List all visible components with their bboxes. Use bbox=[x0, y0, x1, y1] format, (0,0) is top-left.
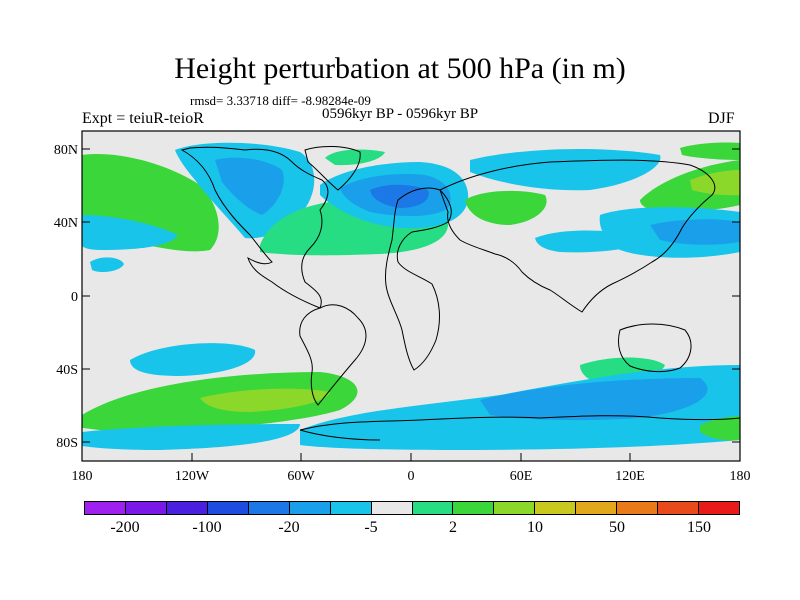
contour-east-pacific-yellow bbox=[690, 170, 740, 196]
contour-south-indian-green bbox=[700, 416, 740, 441]
lat-tick-label: 80N bbox=[54, 143, 78, 158]
colorbar-swatch bbox=[125, 502, 167, 514]
coast-europe-africa bbox=[385, 187, 452, 371]
lon-tick-label: 120W bbox=[175, 469, 210, 484]
colorbar-swatch bbox=[371, 502, 413, 514]
lat-axis bbox=[82, 148, 740, 443]
lon-tick-label: 0 bbox=[408, 469, 415, 484]
colorbar-swatch bbox=[494, 502, 536, 514]
contour-south-indian-blue bbox=[480, 378, 708, 421]
lon-tick-label: 180 bbox=[730, 469, 751, 484]
colorbar-swatch bbox=[166, 502, 208, 514]
lat-tick-label: 0 bbox=[71, 290, 78, 305]
colorbar-swatch bbox=[85, 502, 126, 514]
colorbar-swatch bbox=[535, 502, 577, 514]
contour-north-pacific-west-cyan bbox=[82, 215, 178, 250]
lon-tick-label: 60W bbox=[287, 469, 315, 484]
plot-title: Height perturbation at 500 hPa (in m) bbox=[174, 52, 626, 85]
period-label: 0596kyr BP - 0596kyr BP bbox=[322, 106, 479, 122]
season-label: DJF bbox=[708, 110, 735, 127]
contour-pacific-blob bbox=[90, 257, 124, 272]
colorbar-label: 50 bbox=[609, 519, 625, 536]
rmsd-label: rmsd= 3.33718 diff= -8.98284e-09 bbox=[190, 93, 371, 108]
colorbar-label: 150 bbox=[687, 519, 711, 536]
colorbar-swatch bbox=[248, 502, 290, 514]
lat-tick-label: 40N bbox=[54, 216, 78, 231]
coastlines bbox=[180, 146, 740, 441]
colorbar-swatch bbox=[207, 502, 249, 514]
colorbar-swatch bbox=[617, 502, 659, 514]
contour-fill bbox=[82, 131, 740, 461]
lon-tick-label: 120E bbox=[615, 469, 645, 484]
coast-north-america bbox=[180, 146, 329, 309]
contour-greenland-green bbox=[325, 149, 385, 166]
contour-east-pacific-blue bbox=[650, 219, 740, 245]
contour-north-asia-cyan bbox=[470, 148, 661, 191]
contour-top-right-green bbox=[680, 142, 740, 160]
lat-tick-label: 40S bbox=[56, 363, 78, 378]
colorbar-label: -20 bbox=[278, 519, 300, 536]
colorbar bbox=[84, 501, 740, 515]
lat-tick-label: 80S bbox=[56, 436, 78, 451]
contour-south-pacific-green-inner bbox=[200, 388, 330, 412]
lon-axis bbox=[81, 453, 741, 461]
colorbar-label: 10 bbox=[527, 519, 543, 536]
coast-asia bbox=[439, 159, 716, 313]
coast-south-america bbox=[299, 304, 367, 406]
colorbar-label: -5 bbox=[364, 519, 378, 536]
contour-central-asia-green bbox=[465, 190, 547, 225]
colorbar-label: 2 bbox=[449, 519, 457, 536]
contour-north-america-blue bbox=[215, 157, 284, 215]
lon-tick-label: 180 bbox=[72, 469, 93, 484]
colorbar-label: -200 bbox=[110, 519, 140, 536]
colorbar-swatch bbox=[453, 502, 495, 514]
colorbar-swatch bbox=[412, 502, 454, 514]
lon-tick-label: 60E bbox=[510, 469, 533, 484]
colorbar-swatch bbox=[289, 502, 331, 514]
experiment-label: Expt = teiuR-teioR bbox=[82, 110, 204, 127]
colorbar-swatch bbox=[699, 502, 739, 514]
coast-australia bbox=[617, 323, 692, 373]
contour-south-pacific-cyan-lower bbox=[82, 424, 300, 450]
coast-antarctica bbox=[299, 415, 740, 441]
coast-greenland bbox=[304, 146, 361, 191]
colorbar-swatch bbox=[330, 502, 372, 514]
colorbar-swatch bbox=[576, 502, 618, 514]
contour-south-pacific-cyan bbox=[130, 343, 256, 376]
colorbar-label: -100 bbox=[192, 519, 222, 536]
colorbar-swatch bbox=[658, 502, 700, 514]
